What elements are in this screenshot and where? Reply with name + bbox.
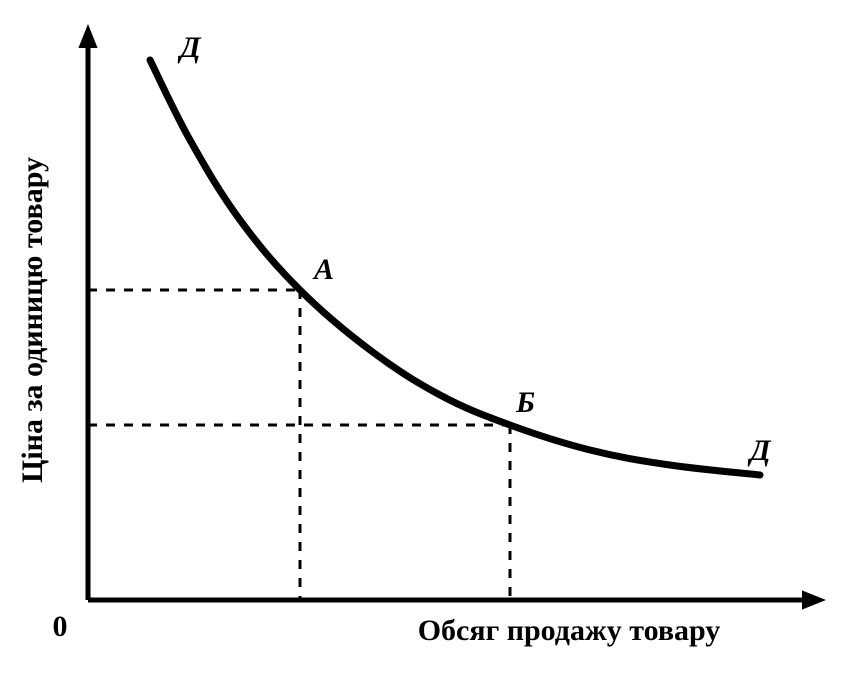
curve-label-end: Д — [747, 434, 772, 467]
y-axis-label: Ціна за одиницю товару — [16, 157, 49, 483]
x-axis-label: Обсяг продажу товару — [418, 614, 721, 647]
demand-curve-chart: Д Д А Б 0 Обсяг продажу товару Ціна за одиницю… — [0, 0, 850, 692]
point-label-A: А — [312, 253, 334, 286]
demand-curve — [150, 60, 760, 475]
x-axis-arrow — [802, 590, 826, 609]
origin-label: 0 — [53, 610, 68, 643]
point-label-B: Б — [515, 386, 535, 419]
chart-svg: Д Д А Б 0 Обсяг продажу товару Ціна за одиницю… — [0, 0, 850, 692]
y-axis-arrow — [78, 24, 97, 48]
curve-label-start: Д — [177, 31, 202, 64]
